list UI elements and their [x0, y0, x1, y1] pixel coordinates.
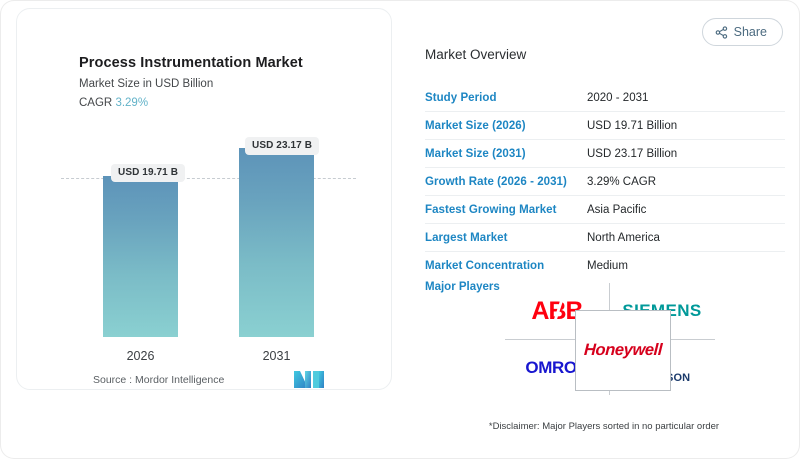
table-row: Largest Market North America	[425, 224, 785, 252]
omron-logo-icon: OMRON	[525, 358, 589, 377]
chart-cagr-value: 3.29%	[115, 97, 149, 109]
row-key: Study Period	[425, 91, 497, 104]
table-row: Market Size (2031) USD 23.17 Billion	[425, 140, 785, 168]
row-key: Growth Rate (2026 - 2031)	[425, 175, 567, 188]
chart-source: Source : Mordor Intelligence	[93, 374, 225, 386]
bar-value-label-2026: USD 19.71 B	[111, 164, 186, 182]
abb-logo-icon: ABB	[531, 297, 594, 326]
share-nodes-icon	[715, 25, 728, 39]
chart-subtitle: Market Size in USD Billion	[79, 78, 214, 90]
player-logo-honeywell: Honeywell	[575, 310, 671, 391]
table-row: Study Period 2020 - 2031	[425, 84, 785, 112]
row-value: USD 19.71 Billion	[587, 119, 678, 132]
disclaimer-text: *Disclaimer: Major Players sorted in no …	[488, 421, 720, 432]
row-value: Asia Pacific	[587, 203, 647, 216]
table-row: Growth Rate (2026 - 2031) 3.29% CAGR	[425, 168, 785, 196]
chart-card: Process Instrumentation Market Market Si…	[16, 8, 392, 390]
row-value: 2020 - 2031	[587, 91, 649, 104]
row-value: North America	[587, 231, 660, 244]
bar-value-label-2031: USD 23.17 B	[245, 137, 320, 155]
major-players-logo-grid: ABB SIEMENS OMRON EMERSON Honeywell	[505, 283, 715, 395]
row-key: Fastest Growing Market	[425, 203, 557, 216]
row-key: Market Concentration	[425, 259, 545, 272]
market-overview-table: Study Period 2020 - 2031 Market Size (20…	[425, 84, 785, 279]
chart-cagr-label: CAGR	[79, 97, 113, 109]
x-axis-label-2026: 2026	[126, 349, 155, 363]
major-players-label: Major Players	[425, 281, 500, 293]
player-logo-omron: OMRON	[505, 340, 609, 396]
row-value: 3.29% CAGR	[587, 175, 657, 188]
player-logo-abb: ABB	[505, 283, 609, 339]
bar-chart-plot: USD 19.71 B USD 23.17 B 2026 2031	[17, 9, 393, 391]
share-button[interactable]: Share	[701, 18, 783, 46]
row-key: Market Size (2031)	[425, 147, 526, 160]
mordor-intelligence-logo-icon	[294, 371, 324, 388]
abb-slash	[553, 298, 564, 321]
row-key: Largest Market	[425, 231, 508, 244]
chart-title: Process Instrumentation Market	[79, 55, 303, 71]
table-row: Fastest Growing Market Asia Pacific	[425, 196, 785, 224]
share-button-label: Share	[733, 25, 767, 39]
x-axis-label-2031: 2031	[262, 349, 291, 363]
table-row: Market Concentration Medium	[425, 252, 785, 279]
chart-cagr: CAGR 3.29%	[79, 97, 148, 109]
table-row: Market Size (2026) USD 19.71 Billion	[425, 112, 785, 140]
chart-gridline	[61, 178, 356, 179]
honeywell-logo-icon: Honeywell	[583, 341, 663, 359]
row-key: Market Size (2026)	[425, 119, 526, 132]
bar-2026	[103, 176, 178, 337]
row-value: USD 23.17 Billion	[587, 147, 678, 160]
market-overview-title: Market Overview	[425, 47, 527, 62]
bar-2031	[239, 148, 314, 337]
row-value: Medium	[587, 259, 628, 272]
